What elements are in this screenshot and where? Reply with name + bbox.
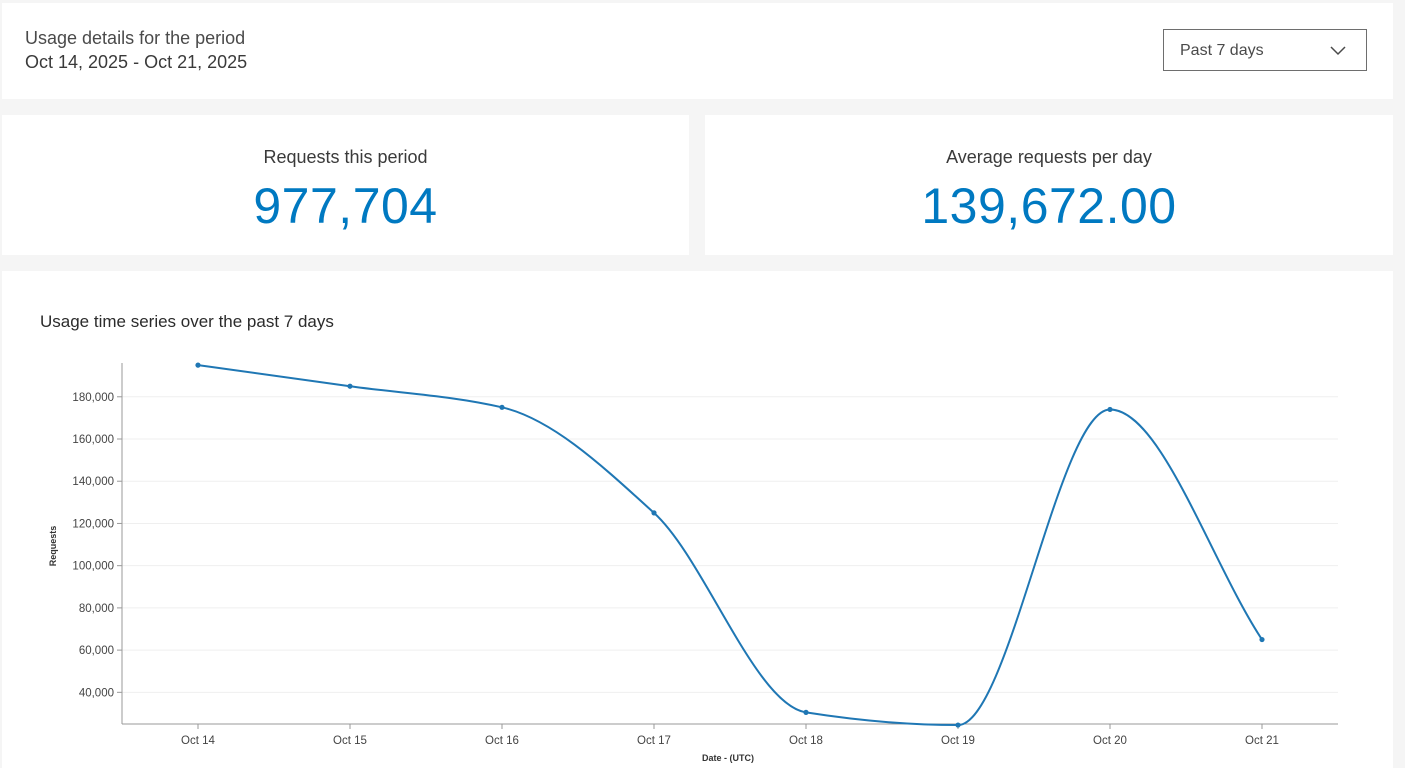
y-tick-label: 120,000	[72, 518, 114, 530]
x-tick-label: Oct 14	[181, 735, 215, 747]
y-tick-label: 160,000	[72, 434, 114, 446]
data-point[interactable]	[1259, 636, 1265, 643]
period-label: Usage details for the period	[25, 28, 246, 48]
data-point[interactable]	[195, 362, 201, 368]
y-tick-label: 180,000	[72, 392, 114, 404]
series-line	[197, 364, 1263, 727]
data-point[interactable]	[803, 709, 809, 715]
data-point[interactable]	[955, 722, 961, 728]
x-tick-label: Oct 20	[1093, 735, 1127, 747]
y-axis-title: Requests	[48, 526, 58, 567]
requests-stat-label: Requests this period	[263, 147, 428, 167]
y-tick-label: 140,000	[72, 476, 114, 488]
y-tick-label: 60,000	[79, 645, 114, 657]
requests-stat-card: Requests this period 977,704	[2, 115, 689, 255]
data-point[interactable]	[651, 510, 657, 516]
y-tick-label: 40,000	[79, 687, 114, 699]
period-select[interactable]: Past 7 days	[1163, 29, 1367, 71]
y-tick-label: 80,000	[79, 603, 114, 615]
x-tick-label: Oct 18	[789, 735, 823, 747]
period-range: Oct 14, 2025 - Oct 21, 2025	[25, 52, 248, 72]
usage-period-header: Usage details for the period Oct 14, 202…	[2, 3, 1393, 99]
x-tick-label: Oct 21	[1245, 735, 1279, 747]
average-stat-card: Average requests per day 139,672.00	[705, 115, 1393, 255]
average-stat-label: Average requests per day	[946, 147, 1152, 167]
period-select-value: Past 7 days	[1180, 42, 1264, 59]
x-tick-label: Oct 19	[941, 735, 975, 747]
data-point[interactable]	[499, 404, 505, 410]
x-tick-label: Oct 17	[637, 735, 671, 747]
chart-title: Usage time series over the past 7 days	[40, 312, 334, 331]
usage-line-chart: 40,000 60,000 80,000 100,000 120,000 140,000 1…	[48, 362, 1338, 763]
requests-stat-value: 977,704	[253, 178, 438, 234]
x-tick-label: Oct 15	[333, 735, 367, 747]
x-tick-label: Oct 16	[485, 735, 519, 747]
average-stat-value: 139,672.00	[921, 178, 1177, 234]
chevron-down-icon	[1330, 46, 1346, 56]
x-axis-title: Date - (UTC)	[702, 753, 754, 763]
y-tick-label: 100,000	[72, 561, 114, 573]
data-point[interactable]	[347, 383, 353, 389]
data-point[interactable]	[1107, 406, 1113, 413]
usage-chart-card: Usage time series over the past 7 days 4…	[2, 271, 1393, 768]
